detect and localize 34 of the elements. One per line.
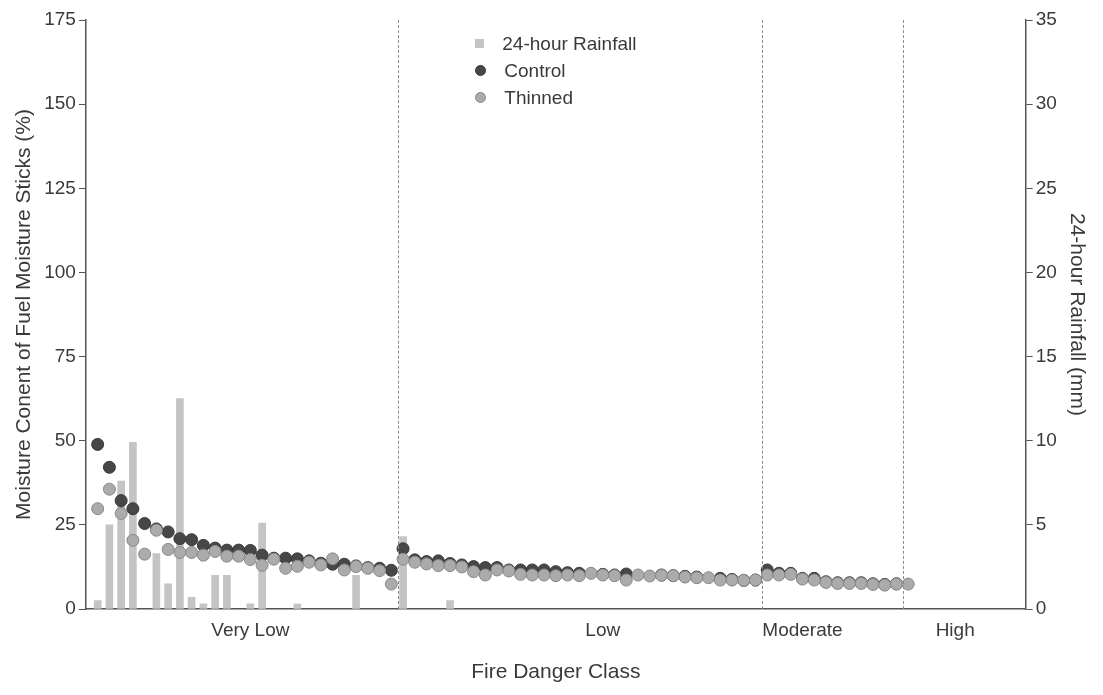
y2-tick-label: 0 xyxy=(1035,597,1047,619)
y2-axis-title: 24-hour Rainfall (mm) xyxy=(1066,212,1090,417)
y-tick-label: 0 xyxy=(65,597,76,619)
legend-label: Control xyxy=(504,59,566,83)
bar xyxy=(187,596,196,609)
legend-label: 24-hour Rainfall xyxy=(502,32,637,56)
y2-tick-label: 25 xyxy=(1035,176,1057,198)
bar xyxy=(152,553,161,609)
x-tick-label: Low xyxy=(585,618,621,640)
y-tick-label: 175 xyxy=(44,8,76,30)
x-tick-label: Moderate xyxy=(762,618,843,640)
y-tick-label: 150 xyxy=(44,92,76,114)
x-tick-label: High xyxy=(935,618,975,640)
bar xyxy=(164,583,172,609)
y-tick-label: 75 xyxy=(54,344,76,366)
bar xyxy=(211,575,219,609)
y2-tick-label: 35 xyxy=(1035,8,1057,30)
bar xyxy=(105,524,114,609)
legend-label: Thinned xyxy=(504,86,573,110)
bar xyxy=(223,575,231,609)
y-tick-label: 100 xyxy=(44,260,76,282)
y2-tick-label: 10 xyxy=(1035,428,1057,450)
y-tick-label: 25 xyxy=(54,513,76,535)
bar xyxy=(446,600,454,609)
x-tick-label: Very Low xyxy=(211,618,290,640)
bar xyxy=(93,600,102,609)
y2-tick-label: 5 xyxy=(1035,513,1047,535)
y2-tick-label: 20 xyxy=(1035,260,1057,282)
y-tick-label: 50 xyxy=(54,428,76,450)
x-axis-title: Fire Danger Class xyxy=(471,659,641,683)
y-axis-title: Moisture Conent of Fuel Moisture Sticks (%) xyxy=(11,109,35,520)
y2-tick-label: 30 xyxy=(1035,92,1057,114)
y2-tick-label: 15 xyxy=(1035,344,1057,366)
y-tick-label: 125 xyxy=(44,176,76,198)
